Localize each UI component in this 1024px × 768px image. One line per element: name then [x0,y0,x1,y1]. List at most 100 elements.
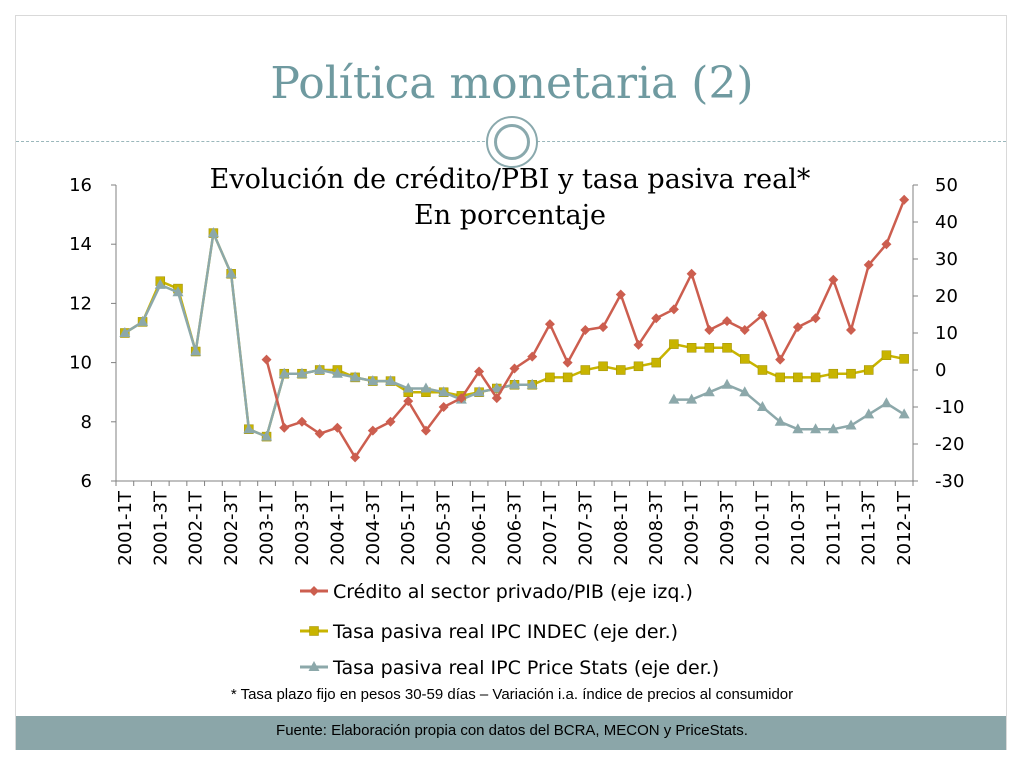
x-tick-label: 2008-3T [646,490,667,566]
x-tick-label: 2006-1T [469,490,490,566]
left-tick-label: 8 [81,412,92,433]
data-point-credito [385,416,396,427]
x-tick-label: 2003-1T [257,490,278,566]
x-tick-label: 2005-1T [398,490,419,566]
data-point-credito [420,425,431,436]
data-point-credito [686,268,697,279]
data-point-indec [704,343,715,353]
data-point-pricestats [314,364,326,374]
legend-label-pricestats: Tasa pasiva real IPC Price Stats (eje de… [332,657,719,679]
right-tick-label: 40 [935,212,958,233]
data-point-pricestats [367,375,379,386]
data-point-indec [757,365,768,375]
data-point-credito [261,354,272,365]
data-point-pricestats [402,382,414,393]
right-tick-label: -20 [935,434,964,455]
legend-marker-indec [309,626,319,636]
data-point-pricestats [774,415,786,426]
data-point-credito [633,339,644,350]
data-point-indec [545,372,555,383]
data-point-pricestats [810,423,822,434]
left-tick-label: 14 [69,234,92,255]
data-point-pricestats [243,423,255,434]
x-tick-label: 2003-3T [292,490,313,566]
left-tick-label: 16 [69,175,92,196]
data-point-indec [598,361,608,372]
data-point-credito [296,416,307,427]
divider-ornament [486,116,538,168]
data-point-pricestats [172,286,184,297]
legend-label-indec: Tasa pasiva real IPC INDEC (eje der.) [332,621,678,643]
x-tick-label: 2011-3T [859,490,880,566]
data-point-indec [846,368,856,379]
data-point-credito [491,393,502,404]
chart-subtitle: En porcentaje [414,200,606,231]
data-point-pricestats [385,375,397,386]
source-note: Fuente: Elaboración propia con datos del… [276,722,748,739]
footnote: * Tasa plazo fijo en pesos 30-59 días – … [230,686,794,703]
data-point-credito [403,396,414,407]
data-point-credito [863,259,874,270]
data-point-indec [739,354,750,364]
data-point-credito [615,289,626,300]
chart-title: Evolución de crédito/PBI y tasa pasiva r… [209,164,811,195]
data-point-pricestats [739,386,751,397]
data-point-pricestats [137,315,149,326]
x-tick-label: 2008-1T [611,490,632,566]
data-point-credito [350,452,361,463]
data-point-pricestats [491,382,503,393]
right-tick-label: 20 [935,286,958,307]
data-point-credito [544,319,555,330]
x-tick-label: 2007-1T [540,490,561,566]
data-point-pricestats [190,345,202,356]
right-tick-label: 0 [935,360,946,381]
data-point-credito [598,322,609,333]
data-point-credito [846,325,857,336]
data-point-pricestats [420,382,432,393]
chart-title-block: Evolución de crédito/PBI y tasa pasiva r… [150,162,870,234]
data-point-pricestats [686,393,698,404]
data-point-credito [474,366,485,377]
footer-bar [16,716,1006,750]
slide-title: Política monetaria (2) [270,58,754,109]
data-point-pricestats [880,397,892,408]
data-point-credito [757,310,768,321]
x-tick-label: 2005-3T [434,490,455,566]
data-point-credito [668,304,679,315]
data-point-credito [828,274,839,285]
x-tick-label: 2001-3T [150,490,171,566]
data-point-pricestats [225,267,237,278]
data-point-credito [792,322,803,333]
right-tick-label: -10 [935,397,964,418]
data-point-pricestats [119,327,131,337]
legend-marker-pricestats [308,661,320,671]
data-point-pricestats [756,401,768,411]
x-tick-label: 2012-1T [894,490,915,566]
x-tick-label: 2004-3T [363,490,384,566]
data-point-pricestats [721,378,733,389]
data-point-pricestats [331,367,343,378]
data-point-pricestats [438,386,450,397]
data-point-indec [881,350,892,360]
data-point-indec [651,357,661,368]
data-point-credito [332,422,343,433]
data-point-indec [580,365,591,375]
x-tick-label: 2010-3T [788,490,809,566]
data-point-pricestats [207,227,219,238]
x-tick-label: 2001-1T [115,490,136,566]
right-tick-label: 30 [935,249,958,270]
data-point-indec [775,372,785,383]
data-point-credito [580,325,591,336]
data-point-indec [810,372,821,383]
data-point-indec [562,372,573,383]
data-point-credito [509,363,520,374]
data-point-indec [793,372,803,383]
data-point-credito [775,354,786,365]
data-point-credito [279,422,290,433]
data-point-pricestats [827,423,839,434]
x-tick-label: 2002-1T [186,490,207,566]
data-point-pricestats [863,408,875,419]
data-point-pricestats [668,393,680,404]
data-point-credito [651,313,662,324]
data-point-credito [899,194,910,205]
